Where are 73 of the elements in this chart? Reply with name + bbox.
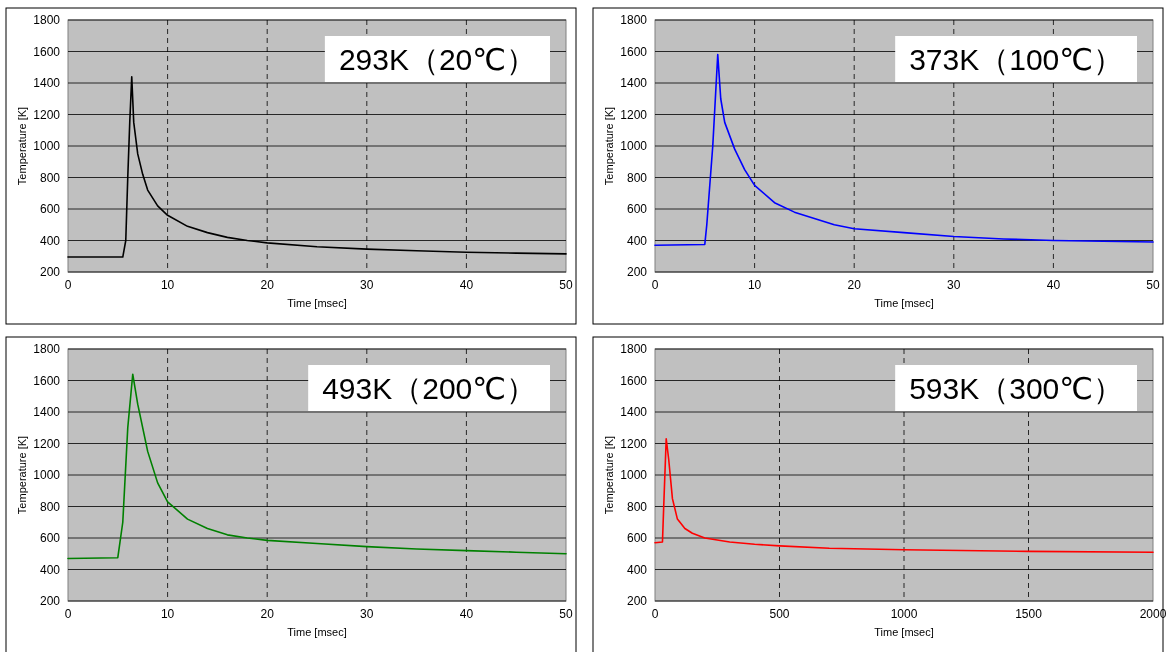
x-tick-label: 0 [651,278,659,292]
y-tick-label: 400 [626,233,648,248]
x-tick-label: 50 [559,607,573,621]
y-tick-label: 600 [39,531,61,545]
y-tick-label: 1800 [620,13,648,27]
y-tick-label: 1000 [620,468,648,482]
y-tick-label: 1200 [620,436,648,451]
y-axis-title: Temperature [K] [603,106,615,186]
x-tick-label: 0 [64,278,72,292]
x-tick-label: 50 [559,278,573,292]
y-tick-label: 1400 [33,76,61,90]
x-tick-label: 40 [1046,278,1061,292]
annotation: 493K（200℃） [322,372,536,405]
x-tick-label: 500 [769,607,790,621]
annotation: 293K（20℃） [338,43,536,76]
annotation: 593K（300℃） [909,372,1123,405]
y-tick-label: 200 [39,594,61,608]
y-tick-label: 600 [626,531,648,545]
y-tick-label: 600 [626,202,648,216]
x-tick-label: 1000 [890,607,918,621]
y-axis-title: Temperature [K] [16,106,28,186]
x-tick-label: 30 [360,607,374,621]
y-tick-label: 1000 [33,468,61,482]
y-tick-label: 400 [39,233,61,248]
y-tick-label: 1400 [620,76,648,90]
y-tick-label: 1600 [620,373,648,388]
y-tick-label: 1200 [620,107,648,122]
y-tick-label: 600 [39,202,61,216]
y-tick-label: 200 [39,265,61,279]
y-tick-label: 800 [626,170,648,185]
x-tick-label: 20 [260,607,275,621]
x-axis-title: Time [msec] [287,626,347,638]
x-tick-label: 30 [947,278,961,292]
y-tick-label: 1800 [620,342,648,356]
x-tick-label: 1500 [1015,607,1043,621]
y-tick-label: 1000 [620,139,648,153]
x-tick-label: 40 [459,607,474,621]
y-tick-label: 1200 [33,107,61,122]
x-axis-title: Time [msec] [287,297,347,309]
y-tick-label: 1200 [33,436,61,451]
x-tick-label: 10 [160,607,175,621]
x-tick-label: 20 [847,278,862,292]
y-tick-label: 1600 [33,44,61,59]
y-tick-label: 800 [39,499,61,514]
x-axis-title: Time [msec] [874,626,934,638]
y-tick-label: 200 [626,594,648,608]
x-tick-label: 0 [64,607,72,621]
line-series [654,437,1154,553]
y-axis-title: Temperature [K] [16,435,28,515]
y-tick-label: 800 [626,499,648,514]
y-tick-label: 400 [39,562,61,577]
y-tick-label: 1000 [33,139,61,153]
x-tick-label: 50 [1146,278,1160,292]
y-tick-label: 800 [39,170,61,185]
x-axis-title: Time [msec] [874,297,934,309]
x-tick-label: 2000 [1139,607,1167,621]
x-tick-label: 10 [747,278,762,292]
y-tick-label: 1600 [33,373,61,388]
y-tick-label: 200 [626,265,648,279]
y-tick-label: 1400 [33,405,61,419]
x-tick-label: 20 [260,278,275,292]
x-tick-label: 10 [160,278,175,292]
x-tick-label: 0 [651,607,659,621]
y-tick-label: 1400 [620,405,648,419]
line-series [67,373,567,560]
y-axis-title: Temperature [K] [603,435,615,515]
annotation: 373K（100℃） [909,43,1123,76]
x-tick-label: 40 [459,278,474,292]
y-tick-label: 1800 [33,13,61,27]
y-tick-label: 1600 [620,44,648,59]
y-tick-label: 400 [626,562,648,577]
x-tick-label: 30 [360,278,374,292]
y-tick-label: 1800 [33,342,61,356]
